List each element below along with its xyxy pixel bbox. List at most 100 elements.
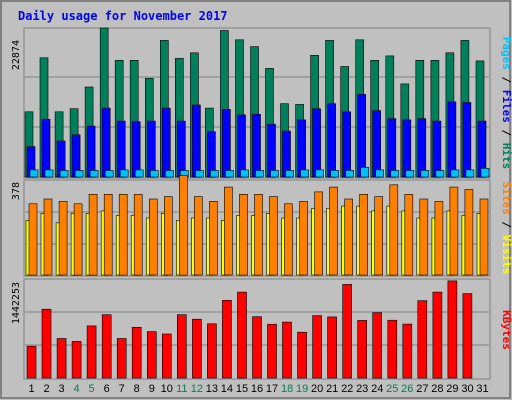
- bar-pages-day-30: [465, 169, 475, 178]
- bar-pages-day-4: [74, 170, 84, 178]
- side-label-pages: Pages: [500, 37, 512, 70]
- bar-sites-day-28: [434, 201, 444, 276]
- hits-files-pages-panel: 22874 Pages / Files / Hits: [11, 27, 512, 179]
- bar-sites-day-2: [43, 198, 53, 276]
- sites-visits-panel: 378 Sites / Visits: [11, 175, 512, 277]
- bar-pages-day-7: [119, 169, 129, 178]
- bar-pages-day-19: [300, 169, 309, 178]
- day-label-11: 11: [176, 383, 187, 395]
- bar-kbytes-day-30: [462, 293, 473, 379]
- bar-sites-day-12: [194, 196, 203, 276]
- bar-sites-day-29: [449, 186, 459, 276]
- bar-files-day-5: [86, 125, 96, 178]
- day-label-16: 16: [251, 383, 263, 395]
- bar-files-day-21: [327, 103, 336, 178]
- kbytes-axis-max-label: 1442253: [11, 282, 22, 324]
- bar-sites-day-23: [359, 194, 369, 276]
- bar-sites-day-6: [103, 194, 113, 276]
- day-label-18: 18: [281, 383, 293, 395]
- bar-files-day-2: [41, 119, 51, 178]
- day-label-28: 28: [431, 383, 443, 395]
- day-label-27: 27: [416, 383, 428, 395]
- bar-kbytes-day-19: [297, 331, 307, 379]
- side-label-files: Files: [500, 90, 512, 123]
- bar-pages-day-3: [59, 170, 69, 178]
- bar-pages-day-24: [375, 169, 385, 178]
- bar-sites-day-30: [464, 189, 474, 276]
- kbytes-panel: 1442253 KBytes: [11, 278, 512, 380]
- bar-sites-day-11: [179, 175, 188, 276]
- bar-kbytes-day-3: [56, 338, 67, 379]
- bar-pages-day-23: [360, 167, 370, 178]
- visits-bars: [25, 175, 489, 276]
- bar-sites-day-20: [314, 191, 323, 276]
- bar-pages-day-29: [450, 169, 460, 178]
- bar-pages-day-13: [210, 170, 219, 178]
- bar-sites-day-3: [58, 201, 68, 276]
- bar-pages-day-17: [270, 170, 279, 178]
- hits-series-label: Pages / Files / Hits: [500, 37, 512, 170]
- bar-pages-day-2: [44, 169, 54, 178]
- bar-sites-day-9: [149, 198, 158, 276]
- bar-pages-day-1: [29, 169, 39, 178]
- hits-bars: [24, 27, 490, 178]
- bar-kbytes-day-2: [41, 308, 52, 379]
- day-label-13: 13: [206, 383, 218, 395]
- bar-kbytes-day-12: [192, 318, 202, 379]
- side-label-sep-3: /: [500, 215, 512, 235]
- bar-sites-day-18: [284, 203, 293, 276]
- bar-pages-day-6: [104, 170, 114, 178]
- bar-pages-day-10: [165, 170, 174, 178]
- day-label-26: 26: [401, 383, 413, 395]
- day-label-12: 12: [191, 383, 203, 395]
- side-label-sep-1: /: [500, 70, 512, 90]
- day-label-24: 24: [371, 383, 383, 395]
- side-label-sep-2: /: [500, 123, 512, 143]
- bar-kbytes-day-29: [447, 280, 458, 379]
- bar-pages-day-20: [315, 169, 324, 178]
- bar-files-day-26: [402, 119, 412, 178]
- bar-files-day-15: [237, 114, 246, 178]
- bar-sites-day-10: [164, 196, 173, 276]
- bar-kbytes-day-10: [162, 333, 172, 379]
- day-label-8: 8: [134, 383, 140, 395]
- bar-files-day-16: [252, 114, 261, 178]
- hits-axis-max-label: 22874: [11, 40, 22, 70]
- side-label-visits: Visits: [500, 235, 512, 275]
- bar-sites-day-15: [239, 194, 248, 276]
- bar-kbytes-day-22: [342, 284, 353, 379]
- kbytes-bars: [26, 280, 473, 379]
- day-label-5: 5: [89, 383, 95, 395]
- bar-kbytes-day-4: [71, 341, 82, 379]
- bar-kbytes-day-13: [207, 323, 217, 379]
- bar-sites-day-8: [133, 194, 143, 276]
- bar-pages-day-16: [255, 170, 264, 178]
- bar-sites-day-21: [329, 186, 338, 276]
- bar-files-day-29: [447, 101, 457, 178]
- day-label-2: 2: [43, 383, 49, 395]
- bar-files-day-27: [417, 118, 427, 178]
- day-labels: 1 2 3 4 5 6 7 8 9 10 11 12 13 14 15 16 17 18 19 20 21 22 23 24 2…: [28, 383, 488, 395]
- day-label-21: 21: [326, 383, 338, 395]
- visits-axis-max-label: 378: [11, 182, 22, 200]
- bar-sites-day-17: [269, 196, 278, 276]
- bar-sites-day-27: [419, 198, 429, 276]
- bar-files-day-12: [192, 104, 201, 178]
- bar-kbytes-day-1: [26, 345, 37, 379]
- bar-pages-day-18: [285, 170, 294, 178]
- bar-sites-day-1: [28, 203, 38, 276]
- bar-files-day-28: [432, 120, 442, 178]
- bar-pages-day-14: [225, 170, 234, 178]
- day-label-9: 9: [149, 383, 155, 395]
- day-label-7: 7: [119, 383, 125, 395]
- bar-kbytes-day-20: [312, 315, 322, 379]
- bar-pages-day-28: [435, 170, 445, 178]
- bar-kbytes-day-24: [372, 312, 383, 379]
- bar-pages-day-26: [405, 170, 415, 178]
- bar-files-day-25: [387, 118, 397, 178]
- bar-kbytes-day-27: [417, 300, 428, 379]
- side-label-hits: Hits: [500, 143, 512, 170]
- bar-pages-day-21: [330, 170, 339, 178]
